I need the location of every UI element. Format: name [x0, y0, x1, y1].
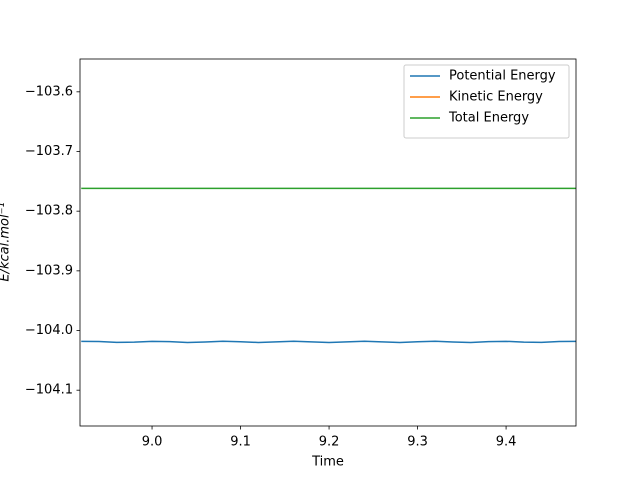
- y-tick-label: −104.1: [25, 383, 73, 398]
- legend-label: Potential Energy: [449, 69, 556, 84]
- y-tick-label: −103.9: [25, 263, 73, 278]
- y-tick-label: −104.0: [25, 323, 73, 338]
- x-tick-label: 9.4: [496, 435, 517, 450]
- legend-box: [403, 64, 570, 139]
- axes-frame: [79, 58, 577, 427]
- x-tick-label: 9.2: [319, 435, 340, 450]
- x-tick-label: 9.0: [142, 435, 163, 450]
- x-tick-label: 9.1: [230, 435, 251, 450]
- x-axis-label: Time: [311, 455, 344, 470]
- y-tick-label: −103.6: [25, 84, 73, 99]
- legend-label: Kinetic Energy: [449, 90, 543, 105]
- plot-area: [81, 187, 576, 344]
- y-tick-label: −103.7: [25, 144, 73, 159]
- series-line: [81, 340, 576, 344]
- x-tick-label: 9.3: [407, 435, 428, 450]
- y-axis-label: E/kcal.mol⁻¹: [0, 202, 13, 281]
- y-tick-label: −103.8: [25, 204, 73, 219]
- legend-label: Total Energy: [448, 111, 529, 126]
